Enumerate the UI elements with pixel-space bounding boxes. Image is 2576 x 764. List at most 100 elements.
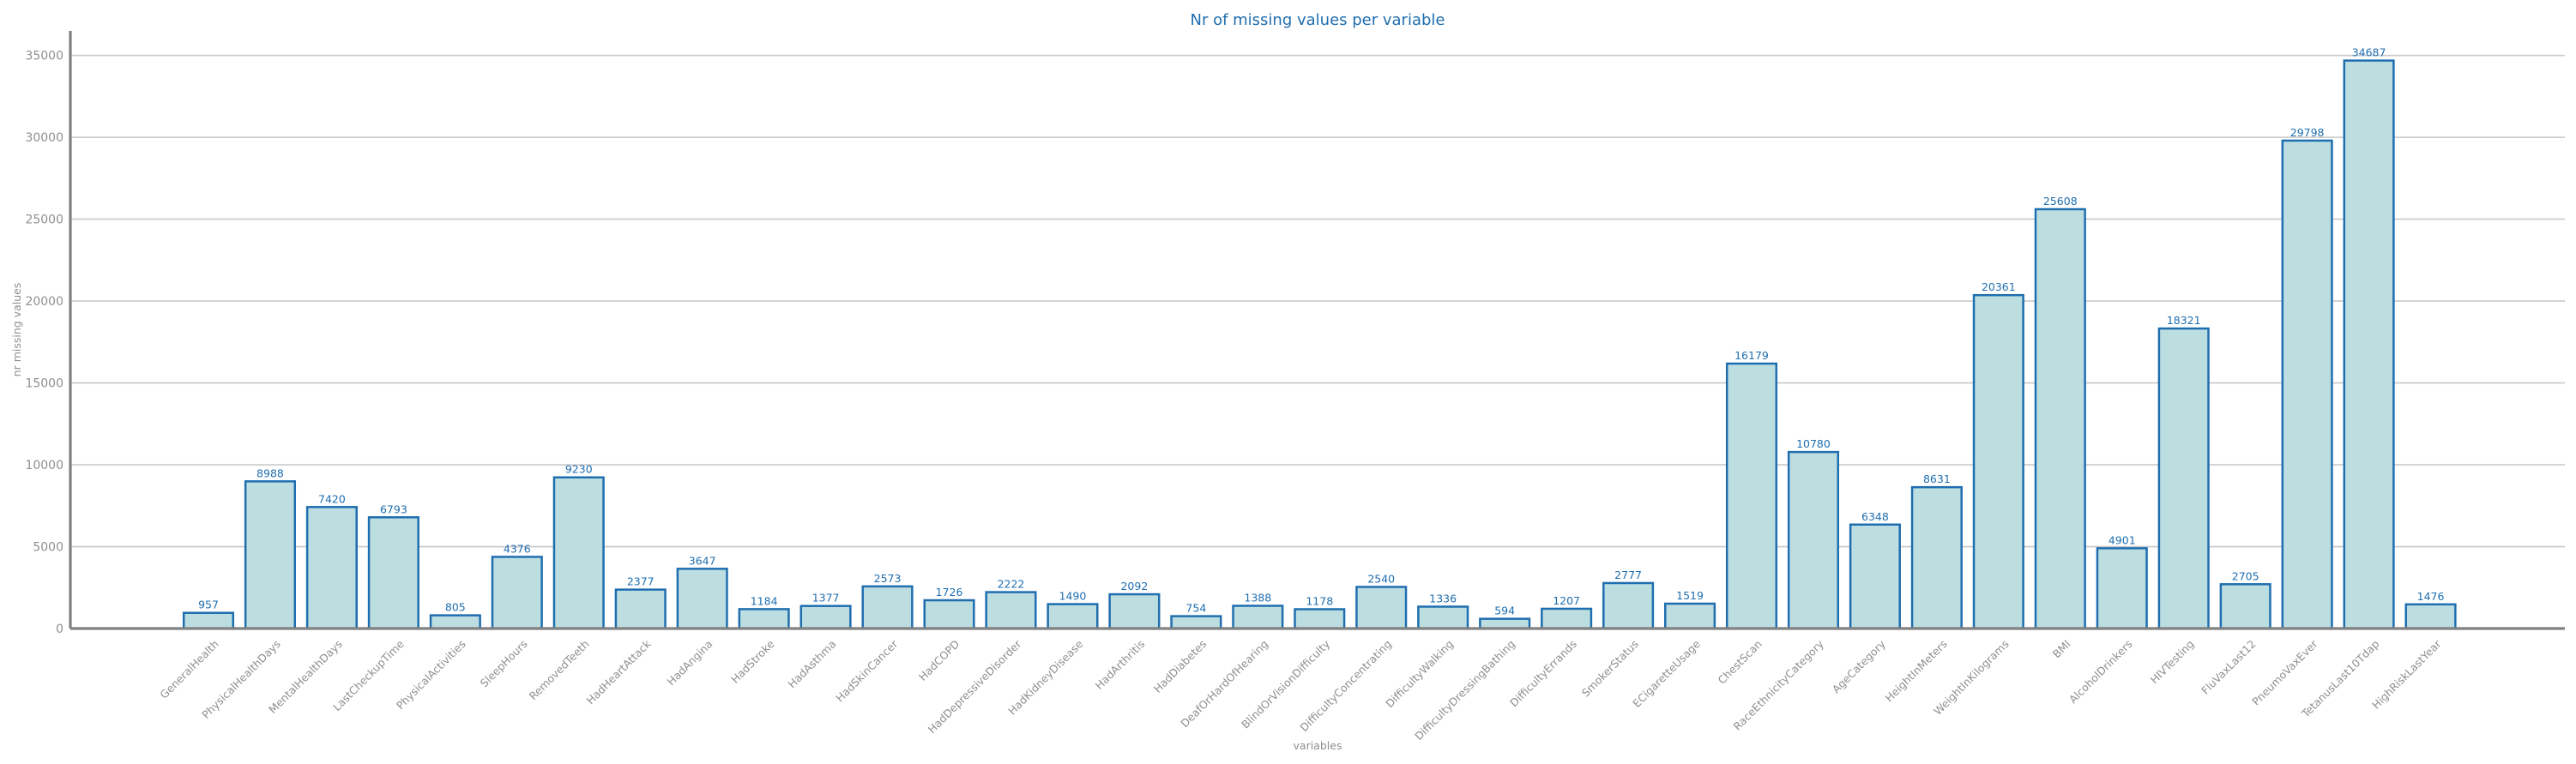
y-tick-label: 35000 [25,50,63,63]
bar-had-asthma [799,605,852,630]
y-tick-label: 10000 [25,459,63,472]
bar-had-stroke [738,608,790,630]
bar-difficulty-walking [1417,605,1469,630]
x-tick-label-high-risk-last-year: HighRiskLastYear [2369,637,2444,712]
bar-physical-health-days [244,480,297,630]
bar-sleep-hours [491,556,543,630]
value-label-had-arthritis: 2092 [1120,580,1148,593]
bar-physical-activities [429,614,481,630]
value-label-physical-activities: 805 [445,601,466,614]
y-tick-label: 25000 [25,214,63,227]
bar-had-depressive-disorder [985,591,1037,630]
bars [182,59,2457,630]
x-tick-label-had-stroke: HadStroke [728,637,777,686]
value-label-deaf-or-hard-of-hearing: 1388 [1244,591,1271,604]
bar-chest-scan [1725,362,1778,630]
value-label-last-checkup-time: 6793 [380,502,407,515]
value-labels: 957 8988 7420 6793 805 4376 9230 2377 3647 1184 13… [198,46,2444,617]
bar-general-health [182,611,235,630]
value-label-general-health: 957 [198,599,219,611]
value-label-difficulty-concentrating: 2540 [1367,572,1395,585]
x-tick-label-removed-teeth: RemovedTeeth [527,637,592,702]
value-label-blind-or-vision-difficulty: 1178 [1306,595,1333,608]
bar-had-copd [923,599,975,630]
x-tick-label-alcohol-drinkers: AlcoholDrinkers [2066,637,2135,706]
value-label-difficulty-dressing-bathing: 594 [1494,605,1515,617]
bar-had-skin-cancer [861,585,914,630]
value-label-had-depressive-disorder: 2222 [998,578,1025,591]
x-tick-label-had-angina: HadAngina [665,637,715,688]
bar-age-category [1849,523,1901,630]
bar-tetanus-last10-tdap [2343,59,2395,630]
y-tick-label: 20000 [25,295,63,309]
bar-had-heart-attack [614,588,667,630]
bar-blind-or-vision-difficulty [1294,608,1346,630]
y-tick-labels: 0 5000 10000 15000 20000 25000 30000 35000 [25,50,63,636]
value-label-race-ethnicity-category: 10780 [1796,437,1831,450]
value-label-had-angina: 3647 [689,554,716,567]
x-axis-label: variables [1294,739,1342,752]
chart-title: Nr of missing values per variable [1190,11,1445,29]
value-label-had-copd: 1726 [936,586,963,599]
x-tick-label-difficulty-walking: DifficultyWalking [1383,637,1456,710]
value-label-had-heart-attack: 2377 [627,575,655,588]
value-label-difficulty-errands: 1207 [1553,594,1580,607]
value-label-age-category: 6348 [1861,510,1889,523]
bar-last-checkup-time [367,516,419,630]
bar-alcohol-drinkers [2096,547,2148,630]
value-label-e-cigarette-usage: 1519 [1676,589,1704,602]
bar-race-ethnicity-category [1787,450,1840,630]
value-label-had-skin-cancer: 2573 [874,572,902,585]
x-tick-label-had-asthma: HadAsthma [785,637,838,690]
value-label-alcohol-drinkers: 4901 [2108,533,2136,546]
bar-height-in-meters [1910,485,1963,630]
value-label-had-asthma: 1377 [812,592,840,605]
x-tick-label-had-heart-attack: HadHeartAttack [584,637,655,707]
value-label-had-kidney-disease: 1490 [1059,590,1087,603]
value-label-high-risk-last-year: 1476 [2417,590,2445,603]
value-label-mental-health-days: 7420 [318,492,346,505]
bar-weight-in-kilograms [1972,293,2024,630]
value-label-sleep-hours: 4376 [504,542,531,555]
bar-pneumo-vax-ever [2281,139,2333,630]
value-label-tetanus-last10-tdap: 34687 [2352,46,2386,59]
x-tick-label-had-diabetes: HadDiabetes [1151,637,1210,695]
x-tick-label-pneumo-vax-ever: PneumoVaxEver [2249,637,2320,708]
bar-deaf-or-hard-of-hearing [1232,605,1284,630]
value-label-physical-health-days: 8988 [256,466,284,479]
x-tick-label-smoker-status: SmokerStatus [1579,637,1641,699]
bar-hiv-testing [2157,327,2210,630]
bar-difficulty-concentrating [1355,586,1408,630]
bar-had-arthritis [1108,593,1161,630]
bar-flu-vax-last12 [2219,583,2271,630]
x-tick-label-difficulty-dressing-bathing: DifficultyDressingBathing [1412,637,1517,743]
x-tick-label-age-category: AgeCategory [1830,637,1889,696]
bar-had-kidney-disease [1047,603,1099,630]
bar-difficulty-dressing-bathing [1479,617,1531,630]
x-tick-label-general-health: GeneralHealth [157,637,220,701]
bar-e-cigarette-usage [1663,602,1716,630]
x-tick-label-height-in-meters: HeightInMeters [1883,637,1950,704]
x-tick-label-physical-activities: PhysicalActivities [394,637,468,712]
y-tick-label: 0 [56,623,63,636]
value-label-flu-vax-last12: 2705 [2232,569,2259,582]
value-label-bmi: 25608 [2043,195,2078,208]
bar-smoker-status [1602,581,1655,630]
x-tick-label-difficulty-errands: DifficultyErrands [1507,637,1579,709]
bar-mental-health-days [305,506,358,630]
value-label-removed-teeth: 9230 [565,463,593,476]
value-label-hiv-testing: 18321 [2167,314,2201,327]
y-axis-label: nr missing values [10,283,23,377]
value-label-height-in-meters: 8631 [1923,472,1951,485]
gridlines [70,54,2565,629]
bar-difficulty-errands [1541,607,1593,630]
y-tick-label: 30000 [25,131,63,145]
bar-high-risk-last-year [2404,603,2457,630]
y-tick-label: 5000 [33,541,63,555]
y-tick-label: 15000 [25,377,63,391]
x-tick-label-hiv-testing: HIVTesting [2148,637,2197,686]
value-label-pneumo-vax-ever: 29798 [2290,126,2325,139]
x-tick-label-sleep-hours: SleepHours [478,637,530,689]
value-label-weight-in-kilograms: 20361 [1982,280,2016,293]
